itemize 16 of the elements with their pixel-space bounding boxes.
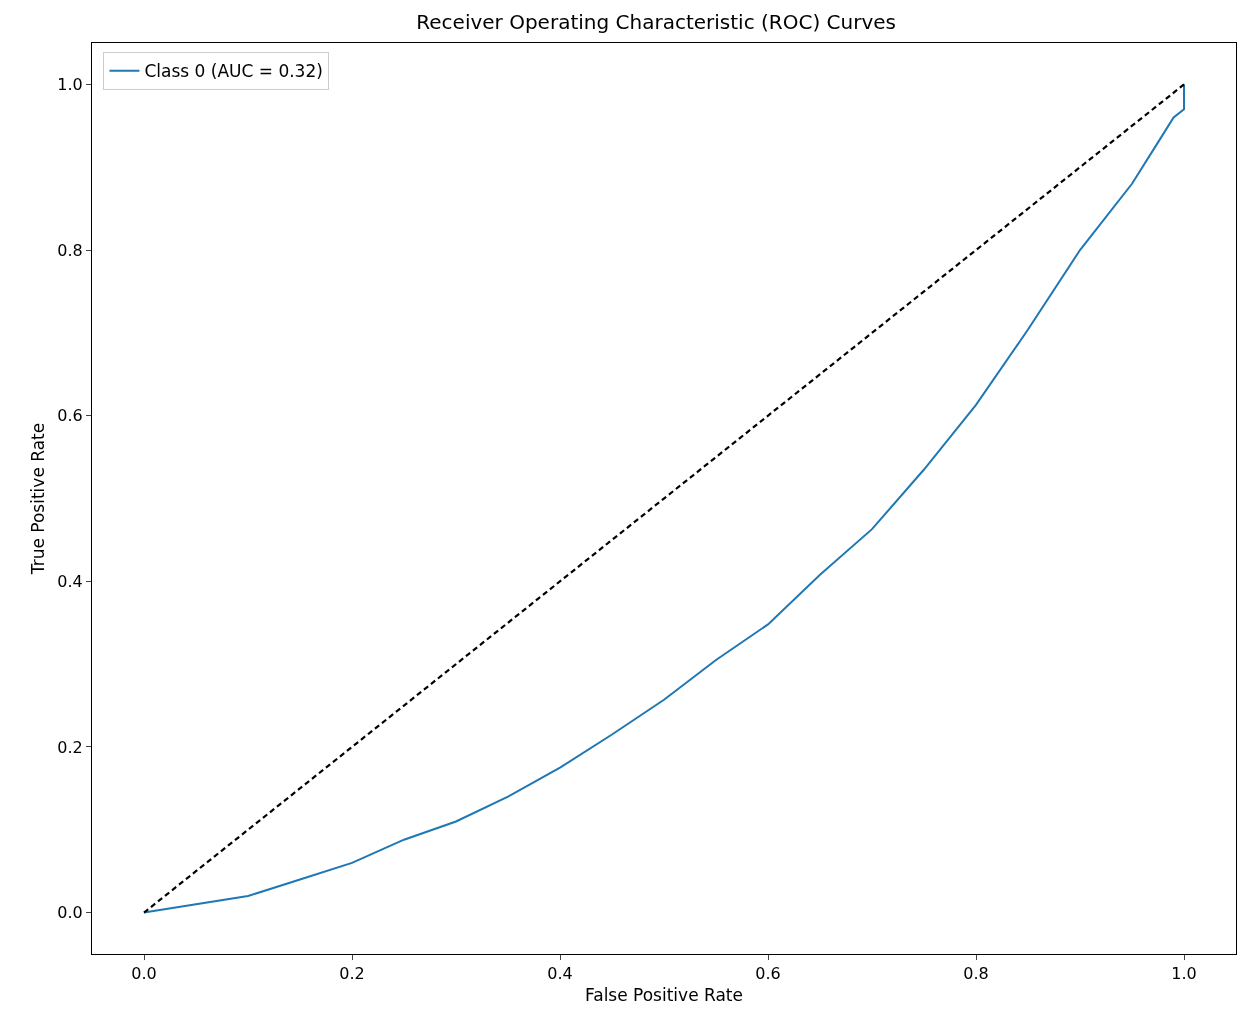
x-tick-label: 0.6 — [755, 964, 781, 984]
chart-title: Receiver Operating Characteristic (ROC) Curves — [416, 10, 896, 35]
x-axis-title: False Positive Rate — [585, 984, 743, 1005]
legend-label: Class 0 (AUC = 0.32) — [144, 61, 323, 82]
x-tick-label: 0.0 — [131, 964, 157, 984]
y-tick-label: 0.6 — [57, 406, 83, 426]
y-tick-label: 0.8 — [57, 240, 83, 260]
y-tick-label: 0.0 — [57, 903, 83, 923]
y-tick-label: 0.4 — [57, 571, 83, 591]
x-tick-label: 1.0 — [1171, 964, 1197, 984]
y-tick-label: 0.2 — [57, 737, 83, 757]
y-axis-title: True Positive Rate — [27, 422, 48, 576]
x-tick-label: 0.8 — [963, 964, 989, 984]
x-tick-label: 0.4 — [547, 964, 573, 984]
x-tick-label: 0.2 — [339, 964, 365, 984]
y-tick-label: 1.0 — [57, 75, 83, 95]
